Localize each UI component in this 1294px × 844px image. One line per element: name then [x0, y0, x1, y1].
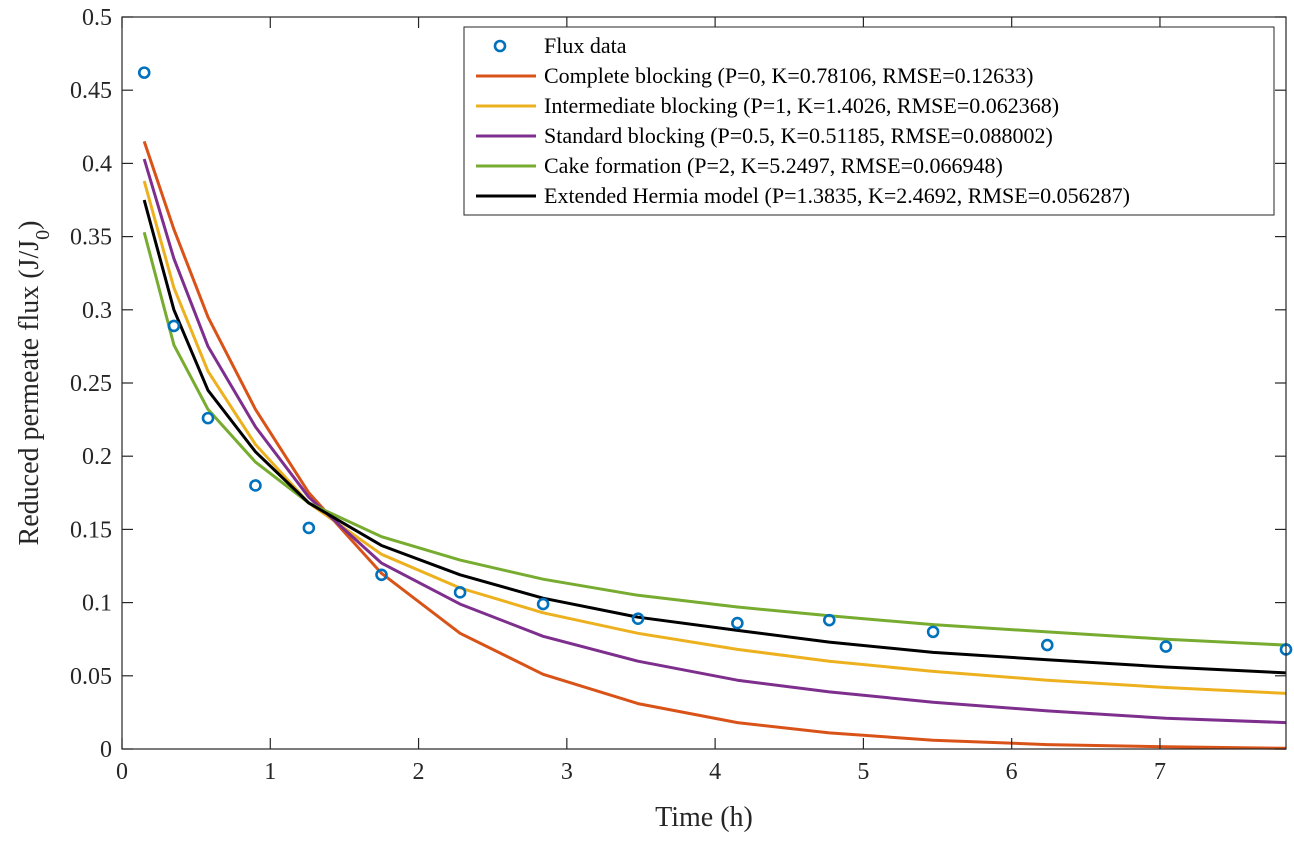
- series-line-1: [142, 180, 1287, 695]
- y-tick-label: 0.35: [70, 225, 112, 251]
- flux-data-point: [731, 616, 744, 630]
- flux-data-point: [926, 625, 940, 639]
- legend-marker-flux-data: [493, 39, 507, 53]
- x-tick-label: 6: [1006, 759, 1018, 785]
- y-axis-label-suffix: ): [14, 221, 45, 230]
- flux-data-point: [1159, 640, 1173, 653]
- y-tick-label: 0.15: [70, 517, 112, 543]
- legend-entry-label: Complete blocking (P=0, K=0.78106, RMSE=…: [544, 63, 1033, 88]
- y-tick-label: 0.25: [70, 371, 112, 397]
- flux-data-point: [375, 568, 388, 582]
- y-tick-label: 0.1: [82, 591, 112, 617]
- flux-data-point: [137, 66, 151, 79]
- y-tick-label: 0.05: [70, 664, 112, 690]
- flux-data-point: [822, 613, 836, 627]
- flux-data-point: [249, 479, 262, 492]
- y-tick-label: 0.4: [82, 151, 112, 177]
- y-tick-label: 0.45: [70, 78, 112, 104]
- y-tick-label: 0.3: [82, 298, 112, 324]
- legend-entry-label: Extended Hermia model (P=1.3835, K=2.469…: [544, 183, 1130, 208]
- flux-data-point: [201, 411, 215, 425]
- x-tick-label: 2: [413, 759, 425, 785]
- x-tick-label: 5: [857, 759, 869, 785]
- legend-entry-label: Cake formation (P=2, K=5.2497, RMSE=0.06…: [544, 153, 1003, 178]
- flux-data-markers: [137, 66, 1293, 656]
- series-line-2: [142, 158, 1287, 725]
- flux-data-point: [167, 319, 181, 333]
- flux-data-point: [453, 586, 467, 599]
- x-tick-label: 7: [1154, 759, 1166, 785]
- y-axis-label-main: Reduced permeate flux (J/J: [14, 240, 45, 546]
- legend: Flux data Complete blocking (P=0, K=0.781…: [463, 26, 1275, 216]
- series-line-0: [142, 140, 1287, 750]
- x-axis-label: Time (h): [655, 802, 753, 833]
- x-tick-label: 4: [709, 759, 721, 785]
- flux-data-point: [631, 612, 645, 626]
- x-tick-label: 3: [561, 759, 573, 785]
- legend-entry-label: Standard blocking (P=0.5, K=0.51185, RMS…: [544, 123, 1053, 148]
- legend-entry-label: Flux data: [544, 33, 627, 58]
- series-line-3: [142, 231, 1287, 647]
- flux-data-point: [536, 597, 550, 611]
- y-axis-label: Reduced permeate flux (J/J0): [14, 221, 54, 546]
- x-tick-label: 1: [264, 759, 276, 785]
- y-tick-label: 0.2: [82, 444, 112, 470]
- y-tick-label: 0.5: [82, 5, 112, 31]
- y-axis-label-subscript: 0: [32, 230, 54, 240]
- flux-data-point: [1040, 638, 1054, 652]
- axis-ticks: 0 1 2 3 4 5 6 7 0 0.05 0.1 0.15 0.2 0.25 0.3 0.35 0.4 0.4…: [70, 5, 1286, 785]
- x-tick-label: 0: [116, 759, 128, 785]
- legend-box: [463, 26, 1275, 216]
- legend-entry-label: Intermediate blocking (P=1, K=1.4026, RM…: [544, 93, 1059, 118]
- y-tick-label: 0: [100, 737, 112, 763]
- series-lines: [142, 140, 1287, 750]
- flux-data-point: [302, 521, 316, 535]
